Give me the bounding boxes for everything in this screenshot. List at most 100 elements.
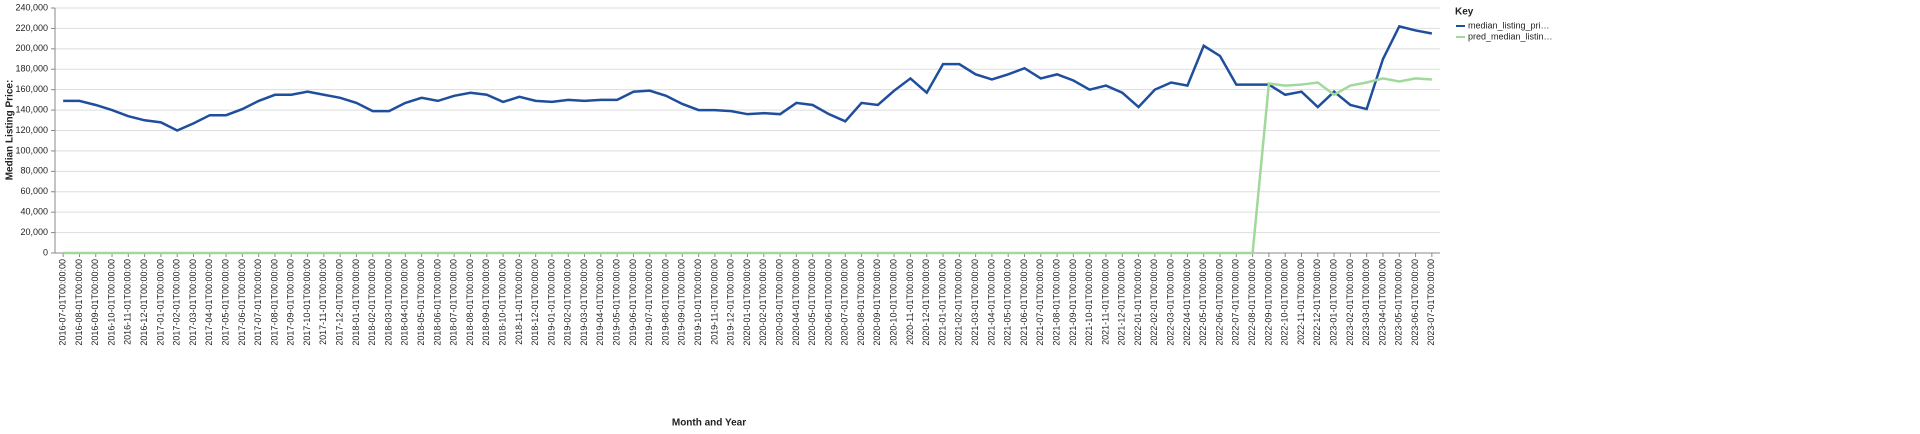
x-tick-label: 2020-08-01T00:00:00 xyxy=(856,259,866,346)
x-tick-label: 2019-09-01T00:00:00 xyxy=(677,259,687,346)
x-tick-label: 2020-02-01T00:00:00 xyxy=(758,259,768,346)
x-tick-label: 2021-04-01T00:00:00 xyxy=(986,259,996,346)
x-tick-label: 2018-12-01T00:00:00 xyxy=(530,259,540,346)
x-tick-label: 2019-11-01T00:00:00 xyxy=(709,259,719,345)
x-tick-label: 2017-02-01T00:00:00 xyxy=(172,259,182,346)
y-tick-label: 20,000 xyxy=(20,227,48,237)
y-tick-label: 0 xyxy=(43,247,48,257)
x-tick-label: 2018-07-01T00:00:00 xyxy=(449,259,459,346)
x-tick-label: 2017-08-01T00:00:00 xyxy=(269,259,279,346)
series-line xyxy=(63,77,1432,255)
y-tick-label: 200,000 xyxy=(15,43,48,53)
x-tick-label: 2016-09-01T00:00:00 xyxy=(90,259,100,346)
x-tick-label: 2021-08-01T00:00:00 xyxy=(1051,259,1061,346)
x-tick-label: 2017-06-01T00:00:00 xyxy=(237,259,247,346)
y-tick-label: 240,000 xyxy=(15,2,48,12)
x-tick-label: 2019-12-01T00:00:00 xyxy=(726,259,736,346)
x-tick-label: 2017-07-01T00:00:00 xyxy=(253,259,263,346)
x-tick-label: 2020-01-01T00:00:00 xyxy=(742,259,752,346)
x-tick-label: 2020-06-01T00:00:00 xyxy=(823,259,833,346)
x-tick-label: 2023-02-01T00:00:00 xyxy=(1345,259,1355,346)
y-tick-label: 80,000 xyxy=(20,166,48,176)
x-tick-label: 2019-10-01T00:00:00 xyxy=(693,259,703,346)
x-tick-label: 2020-05-01T00:00:00 xyxy=(807,259,817,346)
x-tick-label: 2021-12-01T00:00:00 xyxy=(1117,259,1127,346)
x-tick-label: 2022-09-01T00:00:00 xyxy=(1263,259,1273,346)
y-tick-label: 140,000 xyxy=(15,104,48,114)
x-tick-label: 2020-07-01T00:00:00 xyxy=(840,259,850,346)
x-tick-label: 2020-09-01T00:00:00 xyxy=(872,259,882,346)
x-tick-label: 2021-07-01T00:00:00 xyxy=(1035,259,1045,346)
x-tick-label: 2020-03-01T00:00:00 xyxy=(774,259,784,346)
x-tick-label: 2017-10-01T00:00:00 xyxy=(302,259,312,346)
x-tick-label: 2021-05-01T00:00:00 xyxy=(1003,259,1013,346)
x-tick-label: 2023-07-01T00:00:00 xyxy=(1426,259,1436,346)
x-tick-label: 2019-05-01T00:00:00 xyxy=(612,259,622,346)
legend-label: median_listing_pri… xyxy=(1468,20,1550,30)
x-tick-label: 2023-05-01T00:00:00 xyxy=(1394,259,1404,346)
x-tick-label: 2022-04-01T00:00:00 xyxy=(1182,259,1192,346)
x-tick-label: 2018-11-01T00:00:00 xyxy=(514,259,524,345)
x-tick-label: 2021-03-01T00:00:00 xyxy=(970,259,980,346)
x-tick-label: 2019-03-01T00:00:00 xyxy=(579,259,589,346)
x-tick-label: 2016-12-01T00:00:00 xyxy=(139,259,149,346)
x-tick-label: 2019-02-01T00:00:00 xyxy=(563,259,573,346)
x-tick-label: 2020-12-01T00:00:00 xyxy=(921,259,931,346)
x-tick-label: 2018-01-01T00:00:00 xyxy=(351,259,361,346)
x-tick-label: 2023-03-01T00:00:00 xyxy=(1361,259,1371,346)
x-tick-label: 2018-06-01T00:00:00 xyxy=(432,259,442,346)
x-tick-label: 2022-06-01T00:00:00 xyxy=(1214,259,1224,346)
x-tick-label: 2020-10-01T00:00:00 xyxy=(889,259,899,346)
x-tick-label: 2018-03-01T00:00:00 xyxy=(383,259,393,346)
x-tick-label: 2017-09-01T00:00:00 xyxy=(286,259,296,346)
x-tick-label: 2017-11-01T00:00:00 xyxy=(318,259,328,345)
x-axis-title: Month and Year xyxy=(672,418,746,429)
x-tick-label: 2022-02-01T00:00:00 xyxy=(1149,259,1159,346)
x-tick-label: 2021-11-01T00:00:00 xyxy=(1100,259,1110,345)
x-tick-label: 2016-11-01T00:00:00 xyxy=(123,259,133,345)
x-tick-label: 2021-01-01T00:00:00 xyxy=(937,259,947,346)
x-tick-label: 2021-06-01T00:00:00 xyxy=(1019,259,1029,346)
y-tick-label: 180,000 xyxy=(15,64,48,74)
y-tick-label: 60,000 xyxy=(20,186,48,196)
x-tick-label: 2017-04-01T00:00:00 xyxy=(204,259,214,346)
x-tick-label: 2018-10-01T00:00:00 xyxy=(497,259,507,346)
x-tick-label: 2021-02-01T00:00:00 xyxy=(954,259,964,346)
x-tick-label: 2019-06-01T00:00:00 xyxy=(628,259,638,346)
y-tick-label: 160,000 xyxy=(15,84,48,94)
x-tick-label: 2020-11-01T00:00:00 xyxy=(905,259,915,345)
x-tick-label: 2019-08-01T00:00:00 xyxy=(660,259,670,346)
y-axis-title: Median Listing Price: xyxy=(5,80,16,181)
x-tick-label: 2017-01-01T00:00:00 xyxy=(155,259,165,346)
x-tick-label: 2022-10-01T00:00:00 xyxy=(1280,259,1290,346)
x-tick-label: 2022-03-01T00:00:00 xyxy=(1166,259,1176,346)
legend-label: pred_median_listin… xyxy=(1468,31,1553,41)
x-tick-label: 2018-09-01T00:00:00 xyxy=(481,259,491,346)
y-tick-label: 120,000 xyxy=(15,125,48,135)
x-tick-label: 2019-07-01T00:00:00 xyxy=(644,259,654,346)
x-tick-label: 2022-08-01T00:00:00 xyxy=(1247,259,1257,346)
x-tick-label: 2018-08-01T00:00:00 xyxy=(465,259,475,346)
x-tick-label: 2020-04-01T00:00:00 xyxy=(791,259,801,346)
x-tick-label: 2022-12-01T00:00:00 xyxy=(1312,259,1322,346)
x-tick-label: 2016-07-01T00:00:00 xyxy=(58,259,68,346)
x-tick-label: 2016-10-01T00:00:00 xyxy=(106,259,116,346)
legend-title: Key xyxy=(1455,7,1474,18)
x-tick-label: 2022-01-01T00:00:00 xyxy=(1133,259,1143,346)
x-tick-label: 2022-05-01T00:00:00 xyxy=(1198,259,1208,346)
x-tick-label: 2019-01-01T00:00:00 xyxy=(546,259,556,346)
x-tick-label: 2022-07-01T00:00:00 xyxy=(1231,259,1241,346)
x-tick-label: 2017-03-01T00:00:00 xyxy=(188,259,198,346)
x-tick-label: 2018-02-01T00:00:00 xyxy=(367,259,377,346)
y-tick-label: 40,000 xyxy=(20,207,48,217)
y-tick-label: 100,000 xyxy=(15,145,48,155)
x-tick-label: 2019-04-01T00:00:00 xyxy=(595,259,605,346)
x-tick-label: 2021-10-01T00:00:00 xyxy=(1084,259,1094,346)
x-tick-label: 2016-08-01T00:00:00 xyxy=(74,259,84,346)
x-tick-label: 2017-12-01T00:00:00 xyxy=(335,259,345,346)
x-tick-label: 2023-06-01T00:00:00 xyxy=(1410,259,1420,346)
y-tick-label: 220,000 xyxy=(15,23,48,33)
x-tick-label: 2022-11-01T00:00:00 xyxy=(1296,259,1306,345)
